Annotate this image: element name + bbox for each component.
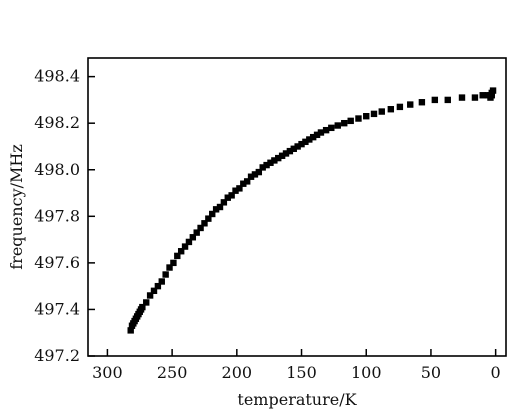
data-point (143, 299, 150, 306)
data-point (228, 192, 235, 199)
data-point (290, 145, 297, 152)
data-point (444, 96, 451, 104)
y-tick-label: 497.4 (34, 299, 80, 318)
data-point (205, 215, 212, 222)
data-point (489, 87, 497, 94)
y-axis-title: frequency/MHz (7, 144, 26, 270)
data-point (370, 110, 378, 118)
data-point (243, 178, 251, 185)
data-point (247, 173, 255, 180)
y-tick-label: 498.0 (34, 160, 80, 179)
data-point (259, 164, 266, 171)
y-tick-label: 498.4 (34, 67, 80, 86)
data-point (181, 243, 189, 250)
x-tick-label: 200 (222, 363, 253, 382)
data-point (263, 161, 270, 169)
x-tick-label: 0 (491, 363, 501, 382)
data-point (212, 206, 220, 213)
data-point (378, 108, 385, 115)
x-tick-label: 100 (351, 363, 382, 382)
data-point (431, 96, 439, 104)
data-point (334, 122, 341, 129)
data-point (216, 203, 224, 211)
data-point (240, 180, 247, 187)
data-point (286, 147, 294, 155)
data-point (396, 103, 404, 111)
data-point (479, 92, 486, 99)
data-point (341, 119, 348, 127)
data-point (355, 115, 362, 122)
data-point (309, 133, 317, 141)
data-point (267, 159, 274, 166)
y-tick-label: 497.2 (34, 346, 80, 365)
data-point (236, 185, 243, 192)
data-point (407, 101, 414, 108)
data-point (298, 140, 305, 148)
data-point (387, 106, 395, 113)
data-point (278, 152, 286, 159)
data-point (251, 171, 259, 178)
data-point (271, 157, 278, 164)
data-point (146, 292, 154, 299)
data-point (224, 194, 231, 201)
plot-frame (87, 57, 507, 357)
data-point (158, 278, 165, 285)
data-point (162, 271, 169, 278)
data-point (275, 154, 282, 162)
data-point (471, 94, 479, 101)
data-point (154, 282, 162, 290)
data-point (294, 143, 301, 150)
data-point (306, 136, 313, 143)
data-point (220, 199, 228, 206)
data-point (282, 150, 290, 157)
data-point (363, 113, 370, 120)
data-point (127, 327, 134, 334)
data-point (347, 117, 354, 125)
data-point (201, 220, 208, 227)
data-point (185, 238, 193, 246)
data-point (174, 252, 181, 260)
x-tick-label: 50 (421, 363, 441, 382)
data-point (197, 224, 204, 232)
data-point (255, 168, 263, 176)
data-point (488, 92, 495, 99)
x-tick-label: 150 (286, 363, 317, 382)
data-point (322, 126, 330, 134)
data-point (170, 259, 177, 267)
x-axis-title: temperature/K (237, 390, 357, 409)
data-point (139, 303, 146, 311)
y-tick-label: 497.6 (34, 253, 80, 272)
data-point (209, 210, 216, 218)
data-point (150, 287, 158, 295)
data-point (166, 264, 173, 271)
data-point (177, 248, 185, 255)
data-point (328, 124, 335, 132)
x-tick-label: 300 (92, 363, 123, 382)
data-point (313, 131, 321, 139)
data-point (193, 229, 200, 236)
y-tick-label: 498.2 (34, 113, 80, 132)
y-tick-label: 497.8 (34, 206, 80, 225)
data-point (232, 187, 239, 194)
data-point (189, 234, 197, 241)
data-point (458, 94, 466, 101)
x-tick-label: 250 (157, 363, 188, 382)
data-point (302, 138, 309, 146)
data-point (418, 99, 426, 106)
data-point (317, 129, 325, 136)
